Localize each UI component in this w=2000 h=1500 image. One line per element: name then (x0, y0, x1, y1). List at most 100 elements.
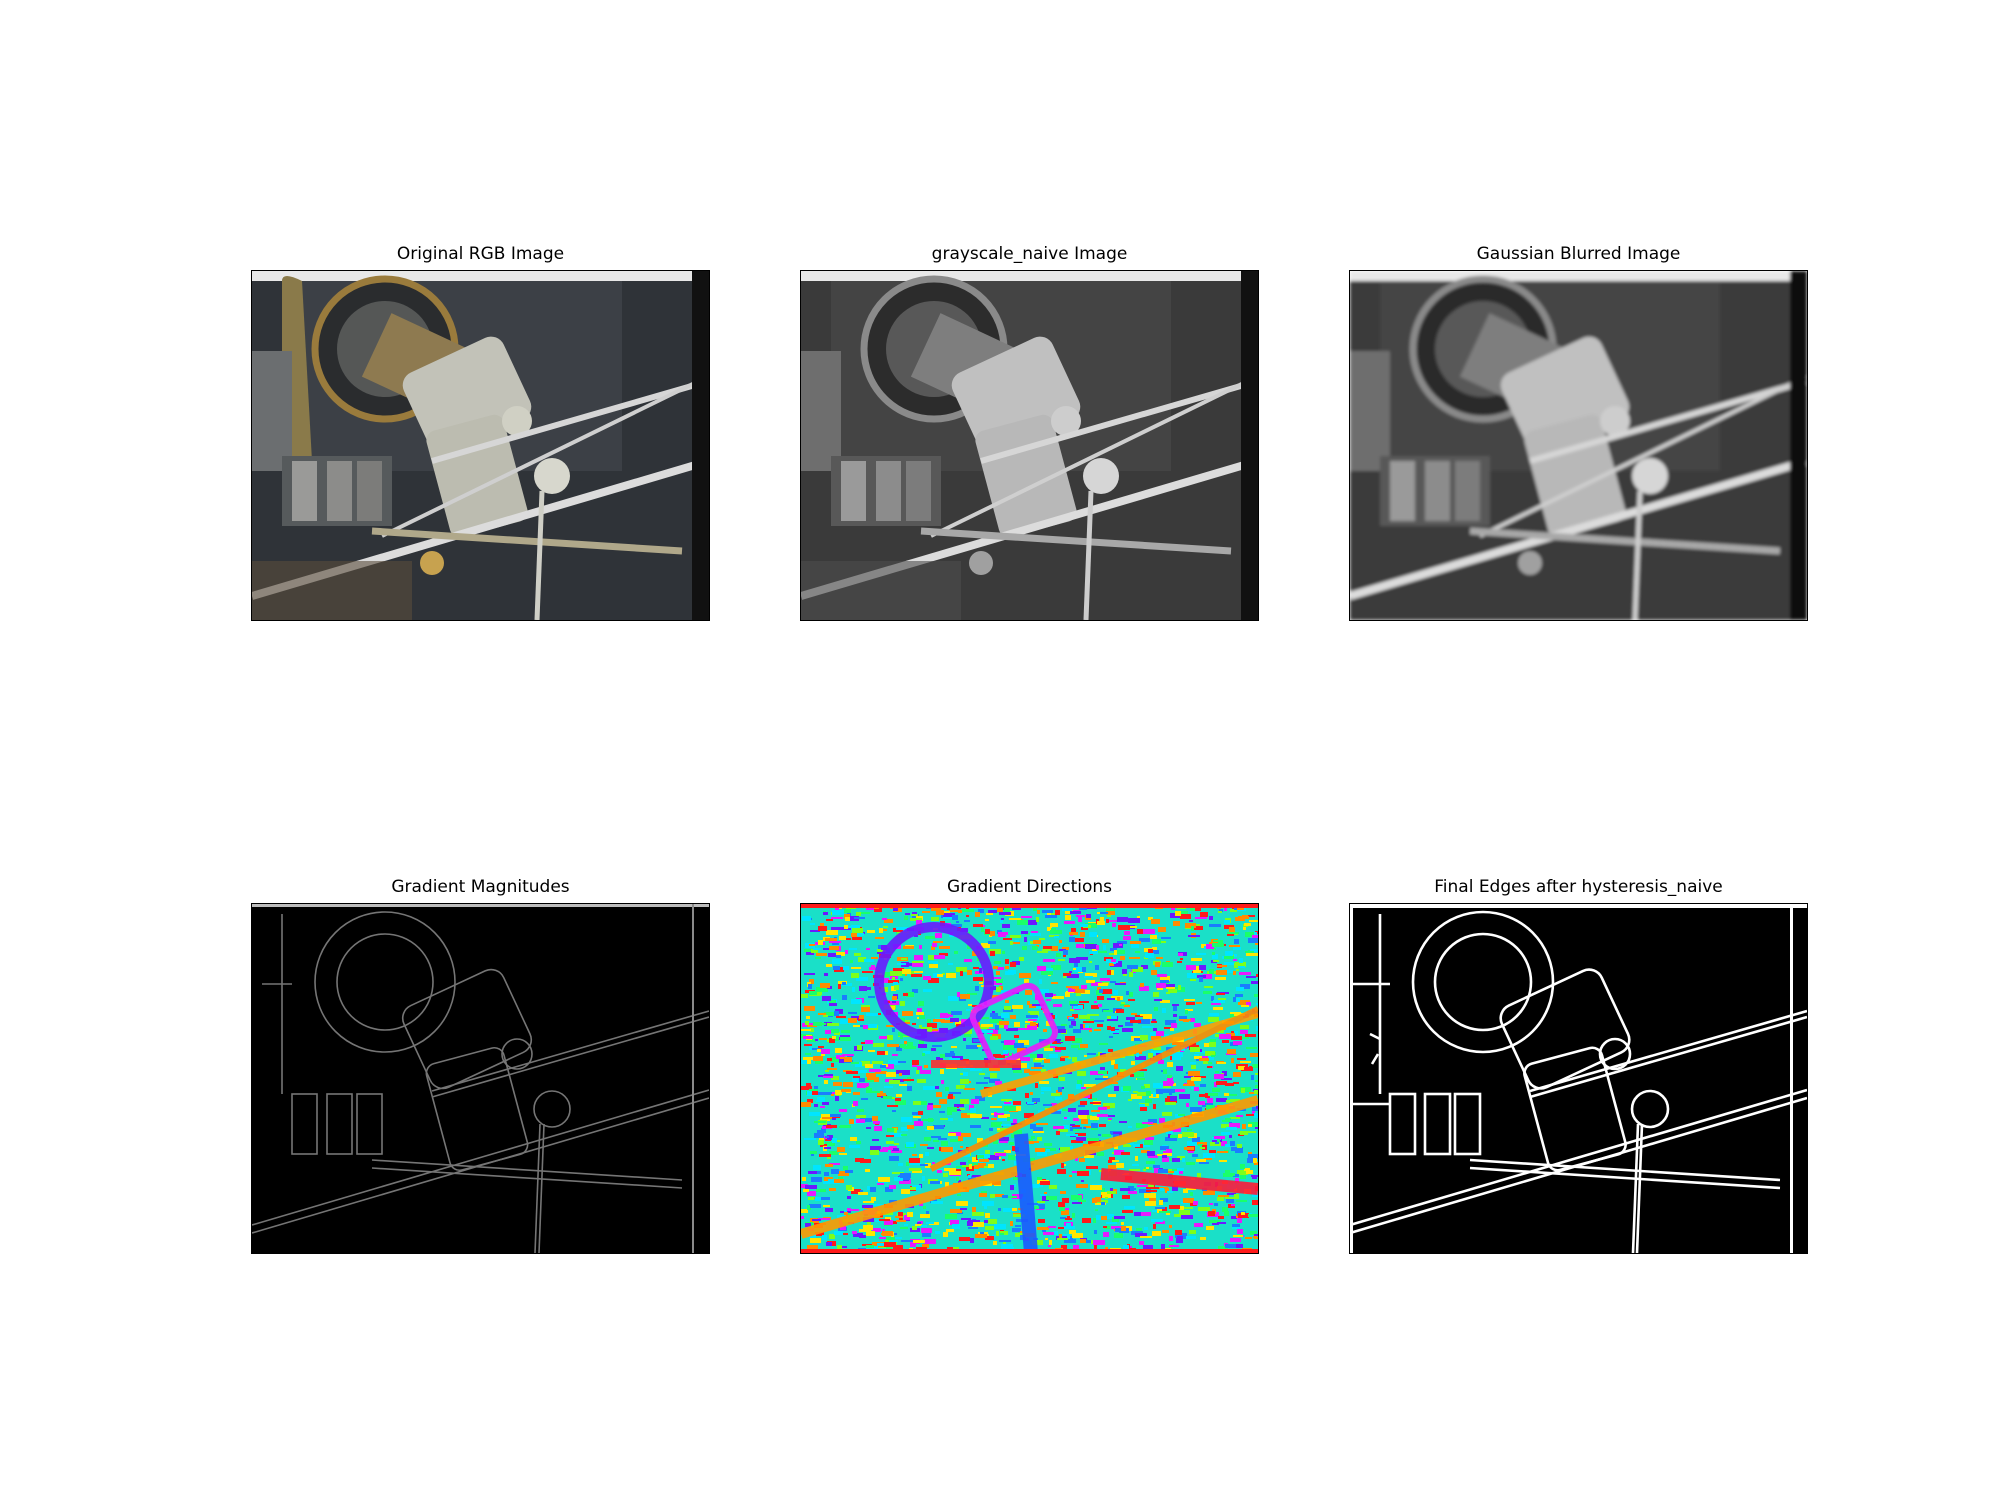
direction-noise-patch (1014, 1161, 1018, 1165)
direction-noise-patch (985, 1236, 994, 1240)
direction-noise-patch (1208, 1017, 1219, 1022)
direction-noise-patch (1080, 932, 1085, 937)
direction-noise-patch (939, 1099, 947, 1104)
direction-noise-patch (968, 1160, 971, 1163)
direction-noise-patch (1173, 1014, 1177, 1017)
direction-noise-patch (924, 1239, 936, 1244)
direction-noise-patch (1132, 1164, 1139, 1166)
direction-noise-patch (1057, 1238, 1068, 1240)
direction-noise-patch (1030, 1011, 1039, 1016)
direction-noise-patch (1198, 1207, 1210, 1211)
direction-noise-patch (1252, 1064, 1258, 1068)
direction-noise-patch (932, 1045, 942, 1047)
direction-noise-patch (1084, 1153, 1094, 1158)
direction-noise-patch (979, 968, 982, 973)
direction-noise-patch (1154, 999, 1162, 1001)
direction-noise-patch (1012, 1146, 1015, 1151)
direction-noise-patch (1212, 943, 1224, 947)
gaussian-blurred-image (1349, 270, 1808, 621)
direction-noise-patch (1129, 992, 1133, 997)
direction-noise-patch (825, 1136, 829, 1138)
direction-noise-patch (1119, 944, 1122, 946)
direction-noise-patch (1225, 1144, 1230, 1147)
direction-noise-patch (912, 1226, 917, 1230)
direction-noise-patch (1161, 1244, 1165, 1249)
direction-noise-patch (970, 1114, 982, 1118)
direction-noise-patch (951, 1046, 957, 1048)
direction-noise-patch (1078, 1200, 1086, 1202)
direction-noise-patch (1005, 1055, 1011, 1058)
direction-noise-patch (801, 1209, 808, 1213)
direction-noise-patch (891, 1237, 902, 1239)
direction-noise-patch (1160, 1000, 1170, 1003)
direction-noise-patch (1042, 1196, 1049, 1201)
direction-noise-patch (1082, 967, 1086, 972)
direction-noise-patch (875, 1071, 887, 1074)
direction-noise-patch (1186, 1002, 1195, 1005)
direction-noise-patch (1146, 1161, 1155, 1164)
direction-noise-patch (836, 955, 841, 958)
direction-noise-patch (1236, 998, 1240, 1002)
direction-noise-patch (1197, 1173, 1201, 1178)
direction-noise-patch (1249, 1092, 1256, 1094)
direction-noise-patch (852, 1078, 859, 1082)
direction-noise-patch (897, 1015, 900, 1017)
direction-noise-patch (1098, 1071, 1107, 1074)
direction-noise-patch (1068, 1019, 1075, 1021)
direction-noise-patch (960, 928, 968, 932)
direction-noise-patch (1238, 1066, 1245, 1070)
direction-noise-patch (1010, 935, 1021, 938)
direction-noise-patch (1036, 1123, 1048, 1125)
direction-noise-patch (824, 973, 828, 976)
direction-noise-patch (829, 1163, 840, 1165)
direction-noise-patch (1230, 1012, 1241, 1014)
direction-noise-patch (947, 907, 950, 910)
direction-noise-patch (1148, 949, 1153, 953)
direction-noise-patch (988, 910, 997, 913)
direction-noise-patch (1097, 921, 1105, 925)
direction-noise-patch (1162, 1112, 1172, 1116)
direction-noise-patch (1199, 977, 1203, 982)
direction-noise-patch (913, 1240, 925, 1243)
direction-noise-patch (831, 927, 843, 930)
direction-noise-patch (1255, 1073, 1258, 1075)
direction-noise-patch (807, 1099, 813, 1103)
direction-noise-patch (881, 945, 887, 950)
direction-noise-patch (1135, 1156, 1138, 1161)
direction-noise-patch (990, 931, 995, 936)
direction-noise-patch (850, 960, 853, 963)
direction-noise-patch (840, 1019, 851, 1024)
direction-noise-patch (1098, 983, 1108, 986)
direction-noise-patch (837, 1147, 845, 1152)
direction-noise-patch (846, 1185, 852, 1190)
direction-noise-patch (1237, 1229, 1243, 1234)
direction-noise-patch (1073, 1118, 1079, 1121)
direction-noise-patch (933, 1019, 945, 1022)
direction-noise-patch (1096, 945, 1099, 950)
direction-noise-patch (969, 1164, 972, 1169)
direction-noise-patch (874, 1077, 879, 1082)
direction-noise-patch (1222, 1040, 1229, 1043)
direction-noise-patch (817, 1130, 822, 1133)
direction-noise-patch (1248, 1124, 1252, 1127)
direction-noise-patch (1242, 1124, 1246, 1129)
direction-noise-patch (1032, 1017, 1039, 1020)
direction-noise-patch (1248, 1214, 1258, 1217)
direction-noise-patch (1110, 1030, 1119, 1033)
direction-noise-patch (1209, 969, 1214, 974)
direction-noise-patch (1143, 1245, 1153, 1249)
direction-noise-patch (1096, 1215, 1101, 1220)
direction-noise-patch (948, 963, 953, 965)
direction-noise-patch (1085, 973, 1097, 977)
direction-noise-patch (1095, 965, 1099, 970)
direction-noise-patch (969, 1105, 974, 1110)
direction-noise-patch (979, 1159, 989, 1162)
direction-noise-patch (1033, 1127, 1043, 1131)
direction-noise-patch (1017, 920, 1028, 925)
direction-noise-patch (1035, 1083, 1038, 1088)
direction-noise-patch (924, 1137, 931, 1141)
direction-noise-patch (962, 909, 974, 912)
direction-noise-patch (1058, 1087, 1062, 1092)
direction-noise-patch (961, 1133, 971, 1137)
direction-noise-patch (1004, 1150, 1011, 1153)
